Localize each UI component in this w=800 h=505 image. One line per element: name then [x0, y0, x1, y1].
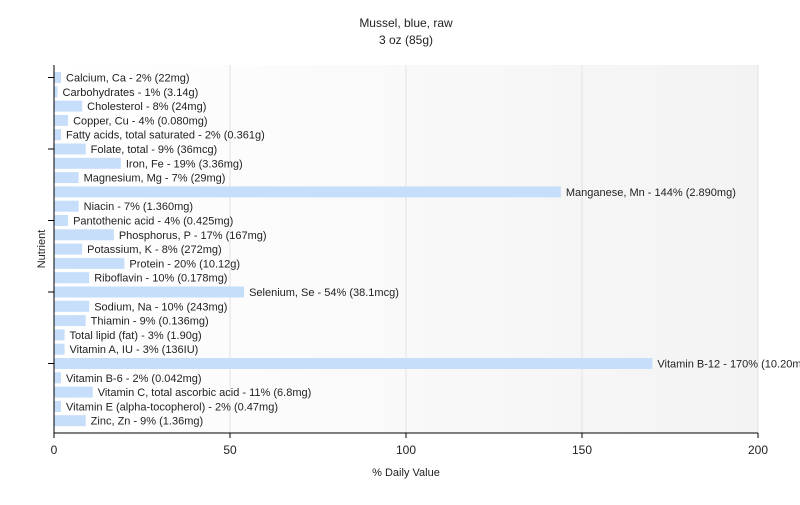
bar-7	[54, 172, 79, 184]
bar-11	[54, 229, 114, 241]
bar-label-24: Zinc, Zn - 9% (1.36mg)	[91, 416, 203, 428]
bar-label-18: Total lipid (fat) - 3% (1.90g)	[70, 330, 202, 342]
chart-title: Mussel, blue, raw	[359, 16, 453, 30]
bar-label-6: Iron, Fe - 19% (3.36mg)	[126, 158, 243, 170]
x-tick-label-2: 100	[396, 443, 416, 457]
bar-label-13: Protein - 20% (10.12g)	[129, 258, 240, 270]
bar-8	[54, 186, 561, 198]
bar-20	[54, 358, 653, 369]
x-tick-label-3: 150	[572, 443, 592, 457]
bar-label-15: Selenium, Se - 54% (38.1mcg)	[249, 287, 399, 299]
bar-22	[54, 386, 93, 398]
bar-6	[54, 157, 121, 169]
x-tick-label-1: 50	[223, 443, 237, 457]
bar-label-11: Phosphorus, P - 17% (167mg)	[119, 230, 267, 242]
bar-label-1: Carbohydrates - 1% (3.14g)	[63, 87, 199, 99]
bar-17	[54, 315, 86, 327]
bar-18	[54, 329, 65, 341]
bar-9	[54, 200, 79, 212]
bar-label-16: Sodium, Na - 10% (243mg)	[94, 301, 227, 313]
bar-label-20: Vitamin B-12 - 170% (10.20mcg)	[657, 359, 800, 371]
bar-label-14: Riboflavin - 10% (0.178mg)	[94, 273, 227, 285]
bar-label-2: Cholesterol - 8% (24mg)	[87, 101, 206, 113]
bar-15	[54, 286, 245, 298]
bar-5	[54, 143, 86, 155]
bar-labels: Calcium, Ca - 2% (22mg) Carbohydrates - 1…	[63, 73, 800, 428]
axes: 0 50 100 150 200	[48, 65, 768, 457]
y-axis-title: Nutrient	[36, 230, 48, 269]
bar-label-10: Pantothenic acid - 4% (0.425mg)	[73, 216, 233, 228]
bars	[54, 72, 653, 427]
bar-14	[54, 272, 90, 284]
bar-13	[54, 257, 125, 269]
x-tick-label-0: 0	[51, 443, 58, 457]
bar-16	[54, 300, 90, 312]
bar-label-3: Copper, Cu - 4% (0.080mg)	[73, 115, 208, 127]
bar-1	[54, 86, 58, 98]
bar-label-21: Vitamin B-6 - 2% (0.042mg)	[66, 373, 202, 385]
bar-label-22: Vitamin C, total ascorbic acid - 11% (6.…	[98, 387, 312, 399]
bar-label-23: Vitamin E (alpha-tocopherol) - 2% (0.47m…	[66, 401, 278, 413]
bar-23	[54, 400, 62, 412]
bar-4	[54, 129, 62, 141]
bar-3	[54, 114, 69, 126]
bar-label-17: Thiamin - 9% (0.136mg)	[91, 316, 209, 328]
bar-21	[54, 372, 62, 384]
bar-label-12: Potassium, K - 8% (272mg)	[87, 244, 222, 256]
bar-10	[54, 215, 69, 226]
x-axis-title: % Daily Value	[372, 467, 440, 479]
bar-label-9: Niacin - 7% (1.360mg)	[84, 201, 193, 213]
bar-label-8: Manganese, Mn - 144% (2.890mg)	[566, 187, 736, 199]
bar-label-4: Fatty acids, total saturated - 2% (0.361…	[66, 130, 265, 142]
bar-2	[54, 100, 83, 112]
bar-24	[54, 415, 86, 427]
x-tick-label-4: 200	[748, 443, 768, 457]
bar-label-7: Magnesium, Mg - 7% (29mg)	[84, 173, 226, 185]
bar-label-5: Folate, total - 9% (36mcg)	[91, 144, 218, 156]
bar-label-19: Vitamin A, IU - 3% (136IU)	[70, 344, 199, 356]
bar-19	[54, 343, 65, 355]
gridlines	[229, 65, 759, 433]
bar-label-0: Calcium, Ca - 2% (22mg)	[66, 73, 189, 85]
chart-subtitle: 3 oz (85g)	[379, 33, 433, 47]
bar-0	[54, 72, 62, 83]
bar-12	[54, 243, 83, 255]
